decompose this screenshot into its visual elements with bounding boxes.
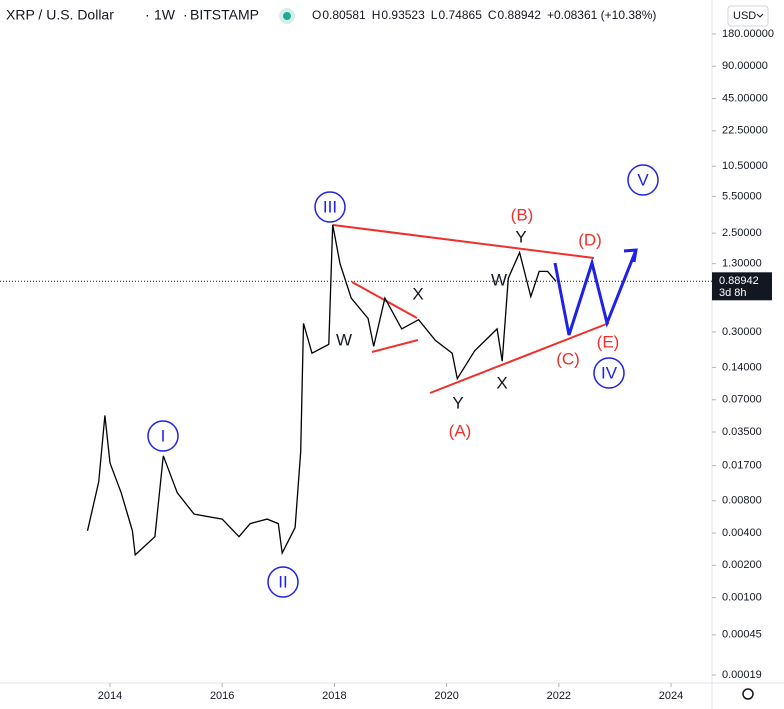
y-tick-label: 5.50000 [722, 190, 762, 202]
y-tick-label: 0.00200 [722, 559, 762, 571]
y-tick-label: 0.00019 [722, 669, 762, 681]
wave-label: Y [452, 393, 463, 412]
y-tick-label: 0.00100 [722, 592, 762, 604]
trend-line [332, 224, 595, 259]
y-tick-label: 0.00400 [722, 527, 762, 539]
wave-label: III [323, 197, 337, 216]
wave-circle [593, 357, 625, 389]
x-tick-label: 2018 [322, 690, 346, 702]
symbol: XRP / U.S. Dollar [6, 7, 114, 23]
change: +0.08361 (+10.38%) [547, 8, 656, 22]
trend-line [429, 322, 610, 394]
last-price-label: 0.88942 [719, 275, 759, 287]
trend-line [371, 339, 419, 353]
wave-label: I [161, 426, 166, 445]
wave-label: W [491, 270, 507, 289]
wave-label: W [336, 330, 352, 349]
x-tick-label: 2016 [210, 690, 234, 702]
price-line [86, 224, 557, 557]
y-tick-label: 0.00800 [722, 495, 762, 507]
y-tick-label: 0.07000 [722, 394, 762, 406]
wave-label: II [278, 572, 287, 591]
wave-label: IV [601, 363, 618, 382]
currency-button[interactable] [727, 5, 769, 27]
y-tick-label: 2.50000 [722, 227, 762, 239]
wave-label: (D) [578, 230, 602, 249]
wave-circle [314, 191, 346, 223]
wave-label: (B) [511, 205, 534, 224]
countdown: 3d 8h [719, 287, 747, 299]
currency[interactable]: USD [733, 10, 756, 22]
y-tick-label: 180.00000 [722, 28, 774, 40]
separator: · [145, 7, 150, 23]
y-tick-label: 0.30000 [722, 326, 762, 338]
wave-label: X [412, 284, 423, 303]
projection-path [553, 249, 638, 336]
y-tick-label: 0.14000 [722, 361, 762, 373]
x-tick-label: 2022 [547, 690, 571, 702]
ohlc-value: 0.74865 [438, 8, 482, 22]
interval: 1W [154, 7, 176, 23]
y-tick-label: 1.30000 [722, 258, 762, 270]
ohlc-value: 0.93523 [381, 8, 425, 22]
wave-label: (C) [556, 349, 580, 368]
wave-label: V [637, 170, 649, 189]
x-tick-label: 2014 [98, 690, 122, 702]
wave-label: Y [515, 227, 526, 246]
projection [553, 248, 638, 336]
ohlc: O 0.80581 H 0.93523 L 0.74865 C 0.88942 +0.08361… [312, 8, 656, 22]
y-tick-label: 0.00045 [722, 629, 762, 641]
exchange: BITSTAMP [190, 7, 259, 23]
wave-circle [147, 420, 179, 452]
settings-icon[interactable] [742, 688, 754, 700]
ohlc-value: 0.80581 [322, 8, 366, 22]
status-dot [283, 12, 291, 20]
ohlc-value: 0.88942 [498, 8, 542, 22]
wave-label: (A) [449, 421, 472, 440]
y-tick-label: 10.50000 [722, 160, 768, 172]
y-tick-label: 22.50000 [722, 125, 768, 137]
projection-arrow [623, 248, 638, 263]
x-tick-label: 2020 [434, 690, 458, 702]
separator: · [183, 7, 188, 23]
x-tick-label: 2024 [659, 690, 683, 702]
ohlc-key: C [488, 8, 497, 22]
y-tick-label: 0.01700 [722, 460, 762, 472]
wave-label: (E) [597, 332, 620, 351]
ohlc-key: H [372, 8, 381, 22]
wave-circle [627, 164, 659, 196]
wave-circle [267, 566, 299, 598]
y-tick-label: 45.00000 [722, 92, 768, 104]
last-price-box [712, 272, 772, 301]
y-tick-label: 90.00000 [722, 60, 768, 72]
ohlc-key: O [312, 8, 321, 22]
dropdown-icon[interactable] [756, 13, 764, 18]
wave-label: X [496, 373, 507, 392]
ohlc-key: L [431, 8, 438, 22]
y-tick-label: 0.03500 [722, 426, 762, 438]
